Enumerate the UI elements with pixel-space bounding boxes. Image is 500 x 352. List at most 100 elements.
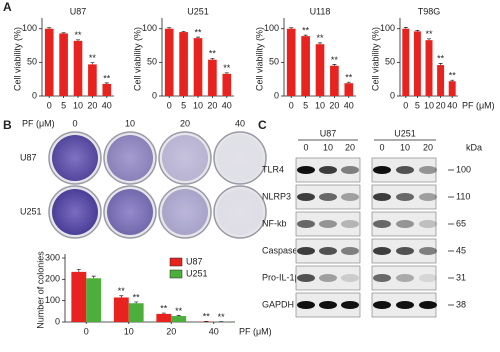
error-bar xyxy=(181,31,186,33)
bar xyxy=(330,65,339,96)
y-tick-label: 0 xyxy=(32,90,37,100)
x-tick-label: 5 xyxy=(415,100,420,110)
blot-band xyxy=(319,220,337,228)
x-tick-label: 0 xyxy=(167,100,172,110)
bar xyxy=(448,81,456,96)
blot-band xyxy=(297,193,315,201)
cell-line-label: U87 xyxy=(20,152,37,162)
error-bar xyxy=(346,81,351,84)
blot-band xyxy=(419,274,437,282)
blot-band xyxy=(373,301,391,309)
blot-band xyxy=(341,220,359,228)
y-axis-label: Cell viability (%) xyxy=(12,27,22,91)
bar xyxy=(86,278,102,322)
bar xyxy=(88,64,97,96)
blot-band xyxy=(373,220,391,228)
legend-swatch xyxy=(169,257,183,267)
significance-label: ** xyxy=(209,49,217,59)
blot-band xyxy=(396,247,414,255)
y-tick-label: 100 xyxy=(264,23,279,33)
x-tick-label: 40 xyxy=(209,326,219,336)
y-tick-label: 0 xyxy=(390,90,395,100)
cell-line-label: U87 xyxy=(320,128,337,138)
panel-label: A xyxy=(3,0,12,14)
y-axis-label: Cell viability (%) xyxy=(254,27,264,91)
blot-band xyxy=(297,247,315,255)
y-tick-label: 50 xyxy=(269,57,279,67)
blot-band xyxy=(341,247,359,255)
dose-value: 0 xyxy=(72,118,77,128)
error-bar xyxy=(167,27,172,29)
panel-label: C xyxy=(258,118,267,132)
x-tick-label: 10 xyxy=(124,326,134,336)
error-bar xyxy=(104,82,109,84)
lane-label: 20 xyxy=(345,142,355,152)
blot-band xyxy=(396,274,414,282)
blot-band xyxy=(297,274,315,282)
x-tick-label: 40 xyxy=(447,100,457,110)
error-bar xyxy=(90,62,95,65)
blot-band xyxy=(297,220,315,228)
significance-label: ** xyxy=(133,292,141,302)
chart-title: T98G xyxy=(418,6,441,16)
error-bar xyxy=(210,57,215,60)
protein-label: GAPDH xyxy=(262,299,294,309)
dose-value: 10 xyxy=(125,118,135,128)
unit-label: kDa xyxy=(466,142,482,152)
chart-title: U118 xyxy=(310,6,331,16)
x-tick-label: 10 xyxy=(424,100,434,110)
bar xyxy=(179,32,188,96)
blot-band xyxy=(419,247,437,255)
error-bar xyxy=(318,42,322,45)
error-bar xyxy=(134,301,139,304)
bar xyxy=(44,28,54,96)
bar xyxy=(208,59,217,96)
x-tick-label: 10 xyxy=(193,100,203,110)
bar xyxy=(193,38,203,96)
bar xyxy=(73,40,83,96)
x-tick-label: 0 xyxy=(289,100,294,110)
y-tick-label: 50 xyxy=(385,57,395,67)
significance-label: ** xyxy=(175,306,183,316)
blot-band xyxy=(341,193,359,201)
y-tick-label: 0 xyxy=(152,90,157,100)
legend-label: U251 xyxy=(186,268,208,278)
legend-label: U87 xyxy=(186,256,203,266)
bar xyxy=(301,36,310,96)
protein-label: NF-kb xyxy=(262,218,287,228)
colonies xyxy=(52,189,98,235)
x-tick-label: 20 xyxy=(436,100,446,110)
panel-label: B xyxy=(3,118,12,132)
significance-label: ** xyxy=(437,54,445,64)
bar xyxy=(425,40,433,96)
lane-label: 0 xyxy=(379,142,384,152)
x-tick-label: 10 xyxy=(73,100,83,110)
error-bar xyxy=(61,32,66,34)
error-bar xyxy=(196,36,200,39)
bar xyxy=(102,83,112,96)
error-bar xyxy=(303,34,308,37)
colonies xyxy=(107,135,153,181)
significance-label: ** xyxy=(223,63,231,73)
x-tick-label: 5 xyxy=(303,100,308,110)
blot-band xyxy=(319,301,337,309)
blot-band xyxy=(396,193,414,201)
blot-band xyxy=(341,166,359,174)
chart-title: U87 xyxy=(70,6,87,16)
x-tick-label: 0 xyxy=(403,100,408,110)
significance-label: ** xyxy=(331,55,339,65)
error-bar xyxy=(332,64,337,66)
significance-label: ** xyxy=(449,71,457,81)
significance-label: ** xyxy=(194,28,202,38)
bar xyxy=(164,28,174,96)
bar xyxy=(413,31,421,96)
significance-label: ** xyxy=(103,73,111,83)
blot-band xyxy=(419,220,437,228)
kda-label: 100 xyxy=(456,164,471,174)
bar xyxy=(171,316,187,322)
x-tick-label: 40 xyxy=(222,100,232,110)
legend-swatch xyxy=(169,269,183,279)
error-bar xyxy=(450,79,455,82)
error-bar xyxy=(47,27,52,29)
